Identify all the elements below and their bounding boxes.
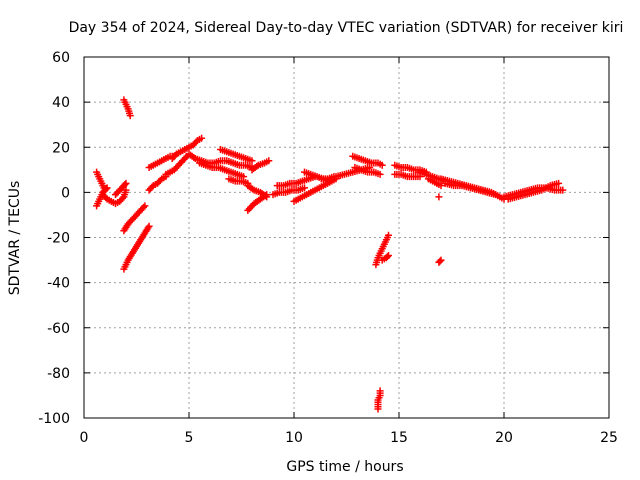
data-point	[436, 257, 444, 265]
y-tick-label: -100	[38, 411, 70, 427]
x-tick-label: 15	[390, 430, 408, 446]
y-tick-label: -20	[47, 231, 70, 247]
data-point	[190, 153, 198, 161]
data-point	[435, 193, 443, 201]
data-point	[126, 112, 134, 120]
data-point	[378, 161, 386, 169]
grid	[84, 57, 609, 418]
x-tick-label: 5	[185, 430, 194, 446]
data-point	[383, 253, 391, 261]
y-tick-label: 60	[52, 50, 70, 66]
data-point	[437, 256, 445, 264]
x-tick-label: 10	[285, 430, 303, 446]
x-tick-label: 0	[80, 430, 89, 446]
data-point	[492, 191, 500, 199]
y-tick-label: 0	[61, 185, 70, 201]
data-point	[145, 222, 153, 230]
data-point	[253, 162, 261, 170]
data-point	[121, 180, 129, 188]
y-tick-label: -40	[47, 276, 70, 292]
y-tick-label: 40	[52, 95, 70, 111]
data-points	[93, 96, 567, 413]
data-point	[376, 170, 384, 178]
axis-ticks: 0 5 10 15 20 25 -100 -80 -60 -40 -20 0 20 40 60	[38, 50, 618, 446]
data-point	[437, 182, 445, 190]
data-point	[385, 252, 392, 260]
data-point	[248, 157, 256, 165]
data-point	[119, 194, 126, 202]
y-tick-label: -80	[47, 366, 70, 382]
data-point	[376, 387, 384, 395]
data-point	[182, 154, 189, 162]
data-point	[198, 134, 206, 142]
data-point	[301, 184, 308, 192]
data-point	[265, 157, 273, 165]
chart-title: Day 354 of 2024, Sidereal Day-to-day VTE…	[69, 20, 624, 36]
y-axis-label: SDTVAR / TECUs	[7, 181, 23, 296]
data-point	[559, 186, 567, 194]
data-point	[249, 185, 257, 193]
x-tick-label: 25	[600, 430, 618, 446]
y-tick-label: -60	[47, 321, 70, 337]
data-point	[140, 203, 147, 211]
data-point	[261, 192, 269, 200]
data-point	[555, 179, 563, 187]
data-point	[385, 231, 392, 239]
y-tick-label: 20	[52, 140, 70, 156]
x-tick-label: 20	[495, 430, 513, 446]
data-point	[263, 193, 271, 201]
data-point	[122, 179, 130, 187]
x-axis-label: GPS time / hours	[286, 459, 403, 475]
data-point	[101, 186, 109, 194]
data-point	[141, 202, 149, 210]
